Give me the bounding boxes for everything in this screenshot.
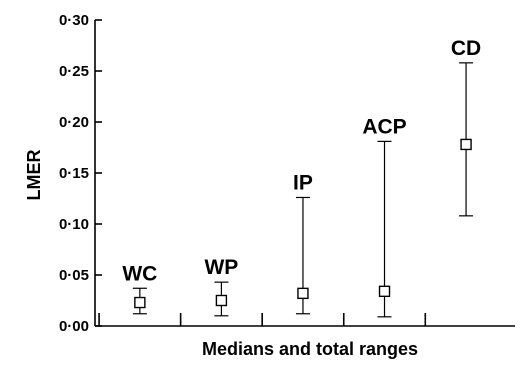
median-marker [378,285,391,298]
group-label: CD [451,37,481,60]
group-label: WP [204,256,238,279]
range-group-cd: CD [451,37,481,217]
x-axis [95,313,515,327]
median-marker [134,296,146,309]
y-tick-label: 0·20 [59,114,89,131]
y-tick-label: 0·05 [59,267,89,284]
group-label: ACP [362,115,406,138]
range-group-acp: ACP [362,115,407,318]
x-axis-title: Medians and total ranges [202,339,418,359]
y-ticks: 0·00 0·05 0·10 0·15 0·20 0·25 0·30 [59,12,102,335]
y-axis-title: LMER [24,150,44,201]
range-marks: WC WP IP ACP CD [122,37,481,318]
y-tick-label: 0·15 [59,165,89,182]
y-axis: 0·00 0·05 0·10 0·15 0·20 0·25 0·30 [59,12,102,335]
group-label: IP [293,171,313,194]
range-group-ip: IP [293,171,313,315]
group-label: WC [122,262,157,285]
range-group-wc: WC [122,262,157,315]
y-tick-label: 0·10 [59,216,89,233]
median-marker [215,294,228,307]
median-marker [460,138,472,151]
range-group-wp: WP [204,256,238,317]
y-tick-label: 0·00 [59,318,89,335]
y-tick-label: 0·30 [59,12,89,29]
median-marker [297,287,309,300]
x-ticks [98,313,427,326]
y-tick-label: 0·25 [59,63,89,80]
